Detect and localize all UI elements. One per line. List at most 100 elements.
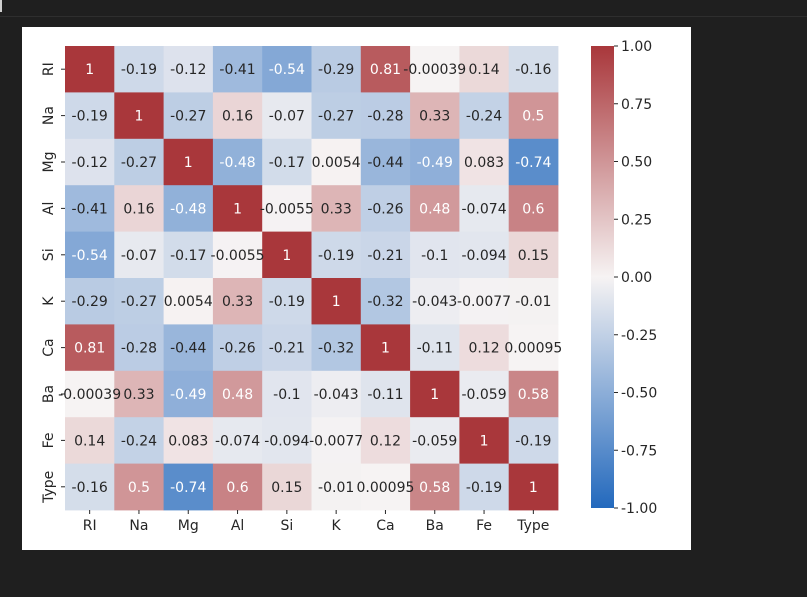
heatmap-cell-Na-RI: [65, 92, 115, 140]
heatmap-cell-Ba-RI: [65, 370, 115, 418]
heatmap-cell-Na-Na: [114, 92, 164, 140]
heatmap-cell-Mg-Na: [114, 138, 164, 186]
cell-annotation: 1: [480, 433, 489, 449]
heatmap-cell-RI-Fe: [459, 46, 510, 93]
cell-annotation: 1: [134, 109, 143, 125]
heatmap-cell-Al-RI: [65, 185, 115, 232]
heatmap-cell-Mg-Mg: [163, 138, 214, 186]
cell-annotation: -0.16: [72, 480, 108, 496]
cell-annotation: 0.12: [370, 433, 401, 449]
heatmap-cell-Al-Al: [212, 185, 263, 232]
heatmap-cell-RI-RI: [65, 46, 115, 93]
heatmap-cell-Fe-Ca: [360, 417, 411, 464]
cell-annotation: -0.19: [269, 294, 305, 310]
heatmap-cell-Ba-Ba: [410, 370, 460, 418]
heatmap-cell-Si-Si: [262, 231, 312, 279]
cell-annotation: -0.0055: [211, 248, 265, 264]
heatmap-cell-Mg-Al: [212, 138, 263, 186]
heatmap-cell-Al-Type: [508, 185, 559, 232]
cell-annotation: 0.5: [128, 480, 150, 496]
cell-annotation: 0.58: [518, 387, 549, 403]
colorbar: 1.00 0.75 0.50 0.25 0.00 -0.25 -0.50 -0.75 -1.00: [591, 39, 657, 517]
cell-annotation: 0.5: [522, 109, 544, 125]
heatmap-cell-Mg-K: [311, 138, 362, 186]
heatmap-cell-Mg-Ca: [360, 138, 411, 186]
cell-annotation: 0.15: [518, 248, 549, 264]
cell-annotation: 0.00095: [356, 480, 414, 496]
cell-annotation: -0.21: [269, 341, 305, 357]
heatmap-cell-Al-Fe: [459, 185, 510, 232]
colorbar-gradient: [591, 46, 614, 508]
cell-annotation: 1: [282, 248, 291, 264]
x-tick-label: Al: [231, 518, 244, 534]
colorbar-tick-label: 1.00: [621, 39, 652, 55]
cell-annotation: 0.12: [468, 341, 499, 357]
x-tick-label: Na: [129, 518, 148, 534]
colorbar-tick-label: -0.50: [621, 386, 657, 402]
cell-annotation: 0.14: [74, 433, 105, 449]
cell-annotation: 0.14: [468, 62, 499, 78]
x-tick-label: Mg: [178, 518, 199, 534]
cell-annotation: -0.74: [170, 480, 206, 496]
colorbar-tick-label: 0.25: [621, 212, 652, 228]
heatmap-cell-Ca-Al: [212, 324, 263, 372]
heatmap-cell-Type-Fe: [459, 463, 510, 511]
cell-annotation: 1: [529, 480, 538, 496]
heatmap-cell-K-RI: [65, 278, 115, 325]
heatmap-cell-Na-Mg: [163, 92, 214, 140]
heatmap-cell-Mg-RI: [65, 138, 115, 186]
heatmap-cell-Al-Ba: [410, 185, 460, 232]
cell-annotation: -0.17: [269, 155, 305, 171]
cell-annotation: -0.24: [121, 433, 157, 449]
cursor-marker: [0, 0, 2, 12]
cell-annotation: 0.58: [419, 480, 450, 496]
heatmap-cell-Ba-Ca: [360, 370, 411, 418]
y-tick-label: Mg: [41, 152, 57, 173]
cell-annotation: -0.48: [219, 155, 255, 171]
x-tick-labels: RI Na Mg Al Si K Ca Ba Fe Type: [83, 510, 549, 534]
heatmap-cell-RI-Si: [262, 46, 312, 93]
cell-annotation: 0.16: [222, 109, 253, 125]
heatmap-cell-Ba-Type: [508, 370, 559, 418]
heatmap-cell-K-Si: [262, 278, 312, 325]
heatmap-cell-Ca-Mg: [163, 324, 214, 372]
colorbar-tick-label: -1.00: [621, 501, 657, 517]
heatmap-cell-Al-Si: [262, 185, 312, 232]
heatmap-cell-Type-Ca: [360, 463, 411, 511]
x-tick-label: Si: [280, 518, 293, 534]
colorbar-tick-label: -0.75: [621, 443, 657, 459]
cell-annotation: -0.27: [318, 109, 354, 125]
heatmap-cell-Type-Type: [508, 463, 559, 511]
heatmap-cell-Si-Type: [508, 231, 559, 279]
heatmap-cell-Na-Ba: [410, 92, 460, 140]
cell-annotation: -0.12: [170, 62, 206, 78]
heatmap-cell-Type-Na: [114, 463, 164, 511]
heatmap-cell-Ca-K: [311, 324, 362, 372]
cell-annotation: 0.16: [123, 201, 154, 217]
cell-output-area: 1 -0.19 -0.12 -0.41 -0.54 -0.29 0.81 -0.00039 0.…: [22, 27, 691, 550]
x-tick-label: K: [332, 518, 342, 534]
heatmap-cell-Ca-Ca: [360, 324, 411, 372]
y-tick-label: K: [41, 296, 57, 306]
cell-annotation: 1: [85, 62, 94, 78]
heatmap-cell-Fe-Al: [212, 417, 263, 464]
x-tick-label: RI: [83, 518, 97, 534]
cell-annotation: -0.41: [72, 201, 108, 217]
heatmap-cell-Type-Si: [262, 463, 312, 511]
cell-annotation: -0.0055: [260, 201, 314, 217]
heatmap-cell-Ca-Ba: [410, 324, 460, 372]
heatmap-cell-Fe-RI: [65, 417, 115, 464]
heatmap-cell-Ca-Type: [508, 324, 559, 372]
heatmap-cell-Mg-Si: [262, 138, 312, 186]
heatmap-cell-K-Na: [114, 278, 164, 325]
heatmap-cell-Si-Al: [212, 231, 263, 279]
heatmap-cell-Na-Fe: [459, 92, 510, 140]
heatmap-cell-Ca-Fe: [459, 324, 510, 372]
heatmap-cell-RI-Mg: [163, 46, 214, 93]
heatmap-cell-Na-Type: [508, 92, 559, 140]
cell-annotation: 0.81: [370, 62, 401, 78]
y-tick-labels: RI Na Mg Al Si K Ca Ba Fe Type: [41, 62, 65, 504]
heatmap-cell-Si-RI: [65, 231, 115, 279]
heatmap-cell-Al-Ca: [360, 185, 411, 232]
heatmap-cell-Na-Ca: [360, 92, 411, 140]
